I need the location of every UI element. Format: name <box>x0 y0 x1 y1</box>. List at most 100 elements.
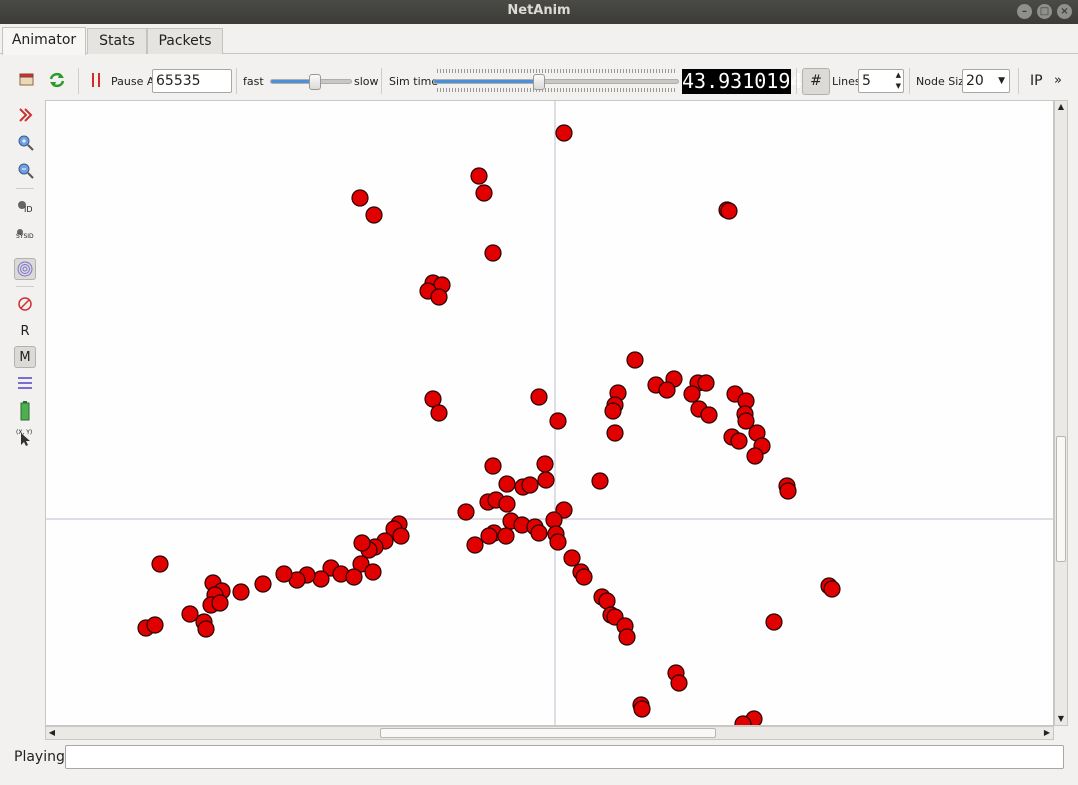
network-node[interactable] <box>470 167 488 185</box>
network-node[interactable] <box>683 385 701 403</box>
network-node[interactable] <box>604 402 622 420</box>
network-node[interactable] <box>181 605 199 623</box>
spin-down-icon[interactable]: ▼ <box>895 82 901 90</box>
network-node[interactable] <box>545 511 563 529</box>
network-node[interactable] <box>537 471 555 489</box>
routing-button[interactable]: R <box>20 324 30 339</box>
sim-time-slider-handle[interactable] <box>533 74 545 90</box>
network-node[interactable] <box>365 206 383 224</box>
network-node[interactable] <box>275 565 293 583</box>
network-node[interactable] <box>457 503 475 521</box>
node-size-select[interactable]: 20 ▼ <box>962 69 1010 93</box>
vertical-scrollbar[interactable]: ▲ ▼ <box>1054 100 1068 726</box>
spin-up-icon[interactable]: ▲ <box>895 71 901 79</box>
network-node[interactable] <box>530 388 548 406</box>
wireless-circles-icon[interactable] <box>14 258 36 280</box>
network-node[interactable] <box>536 455 554 473</box>
zoom-in-icon[interactable] <box>14 132 36 154</box>
network-node[interactable] <box>555 124 573 142</box>
network-node[interactable] <box>823 580 841 598</box>
network-node[interactable] <box>211 594 229 612</box>
network-node[interactable] <box>475 184 493 202</box>
network-node[interactable] <box>549 533 567 551</box>
ip-button[interactable]: IP <box>1030 73 1043 89</box>
maximize-icon[interactable]: □ <box>1037 4 1052 19</box>
status-text-field[interactable] <box>65 745 1064 769</box>
network-node[interactable] <box>658 381 676 399</box>
mobility-button[interactable]: M <box>14 346 36 368</box>
network-node[interactable] <box>633 700 651 718</box>
network-node[interactable] <box>480 527 498 545</box>
expand-icon[interactable] <box>14 104 36 126</box>
network-node[interactable] <box>151 555 169 573</box>
no-packets-icon[interactable] <box>14 293 36 315</box>
network-node[interactable] <box>720 202 738 220</box>
network-node[interactable] <box>530 524 548 542</box>
network-node[interactable] <box>700 406 718 424</box>
zoom-out-icon[interactable] <box>14 160 36 182</box>
scroll-left-icon[interactable]: ◀ <box>48 728 56 737</box>
network-node[interactable] <box>779 482 797 500</box>
network-node[interactable] <box>364 563 382 581</box>
network-node[interactable] <box>626 351 644 369</box>
network-node[interactable] <box>484 457 502 475</box>
open-file-icon[interactable] <box>18 71 36 87</box>
network-node[interactable] <box>498 495 516 513</box>
network-node[interactable] <box>352 555 370 573</box>
battery-icon[interactable] <box>14 400 36 422</box>
network-node[interactable] <box>498 475 516 493</box>
animation-canvas[interactable] <box>45 100 1054 726</box>
batch-lines-icon[interactable] <box>14 372 36 394</box>
network-node[interactable] <box>484 244 502 262</box>
reload-icon[interactable] <box>48 71 66 89</box>
network-node[interactable] <box>549 412 567 430</box>
pause-icon[interactable] <box>90 72 104 88</box>
network-node[interactable] <box>430 404 448 422</box>
grid-toggle-button[interactable]: # <box>802 68 830 95</box>
network-node[interactable] <box>670 674 688 692</box>
network-node[interactable] <box>697 374 715 392</box>
network-node[interactable] <box>254 575 272 593</box>
network-node[interactable] <box>353 534 371 552</box>
tab-stats[interactable]: Stats <box>87 28 147 54</box>
minimize-icon[interactable]: – <box>1017 4 1032 19</box>
network-node[interactable] <box>430 288 448 306</box>
sim-time-slider[interactable] <box>433 74 679 90</box>
speed-slider-handle[interactable] <box>309 74 321 90</box>
node-id-icon[interactable]: ID <box>14 196 36 218</box>
network-node[interactable] <box>765 613 783 631</box>
network-node[interactable] <box>392 527 410 545</box>
network-node[interactable] <box>345 568 363 586</box>
network-node[interactable] <box>351 189 369 207</box>
scroll-down-icon[interactable]: ▼ <box>1057 714 1065 723</box>
lines-spinbox[interactable]: 5 ▲ ▼ <box>858 69 904 93</box>
more-button[interactable]: » <box>1054 73 1062 88</box>
network-node[interactable] <box>563 549 581 567</box>
network-node[interactable] <box>591 472 609 490</box>
network-node[interactable] <box>606 424 624 442</box>
scroll-up-icon[interactable]: ▲ <box>1057 102 1065 111</box>
cursor-position-icon[interactable]: (X, Y) <box>14 426 36 448</box>
network-node[interactable] <box>734 715 752 726</box>
topology-view[interactable] <box>46 101 1054 726</box>
vertical-scroll-thumb[interactable] <box>1056 436 1066 562</box>
network-node[interactable] <box>466 536 484 554</box>
network-node[interactable] <box>146 616 164 634</box>
network-node[interactable] <box>232 583 250 601</box>
network-node[interactable] <box>521 476 539 494</box>
horizontal-scrollbar[interactable]: ◀ ▶ <box>45 726 1054 740</box>
tab-animator[interactable]: Animator <box>2 27 86 55</box>
network-node[interactable] <box>197 620 215 638</box>
scroll-right-icon[interactable]: ▶ <box>1043 728 1051 737</box>
speed-slider[interactable] <box>270 74 352 90</box>
horizontal-scroll-thumb[interactable] <box>380 728 716 738</box>
network-node[interactable] <box>737 412 755 430</box>
sysid-icon[interactable]: SYSID <box>14 224 36 246</box>
network-node[interactable] <box>575 568 593 586</box>
network-node[interactable] <box>746 447 764 465</box>
tab-packets[interactable]: Packets <box>147 28 223 54</box>
network-node[interactable] <box>730 432 748 450</box>
close-icon[interactable]: × <box>1057 4 1072 19</box>
network-node[interactable] <box>618 628 636 646</box>
pause-at-input[interactable]: 65535 <box>152 69 232 93</box>
